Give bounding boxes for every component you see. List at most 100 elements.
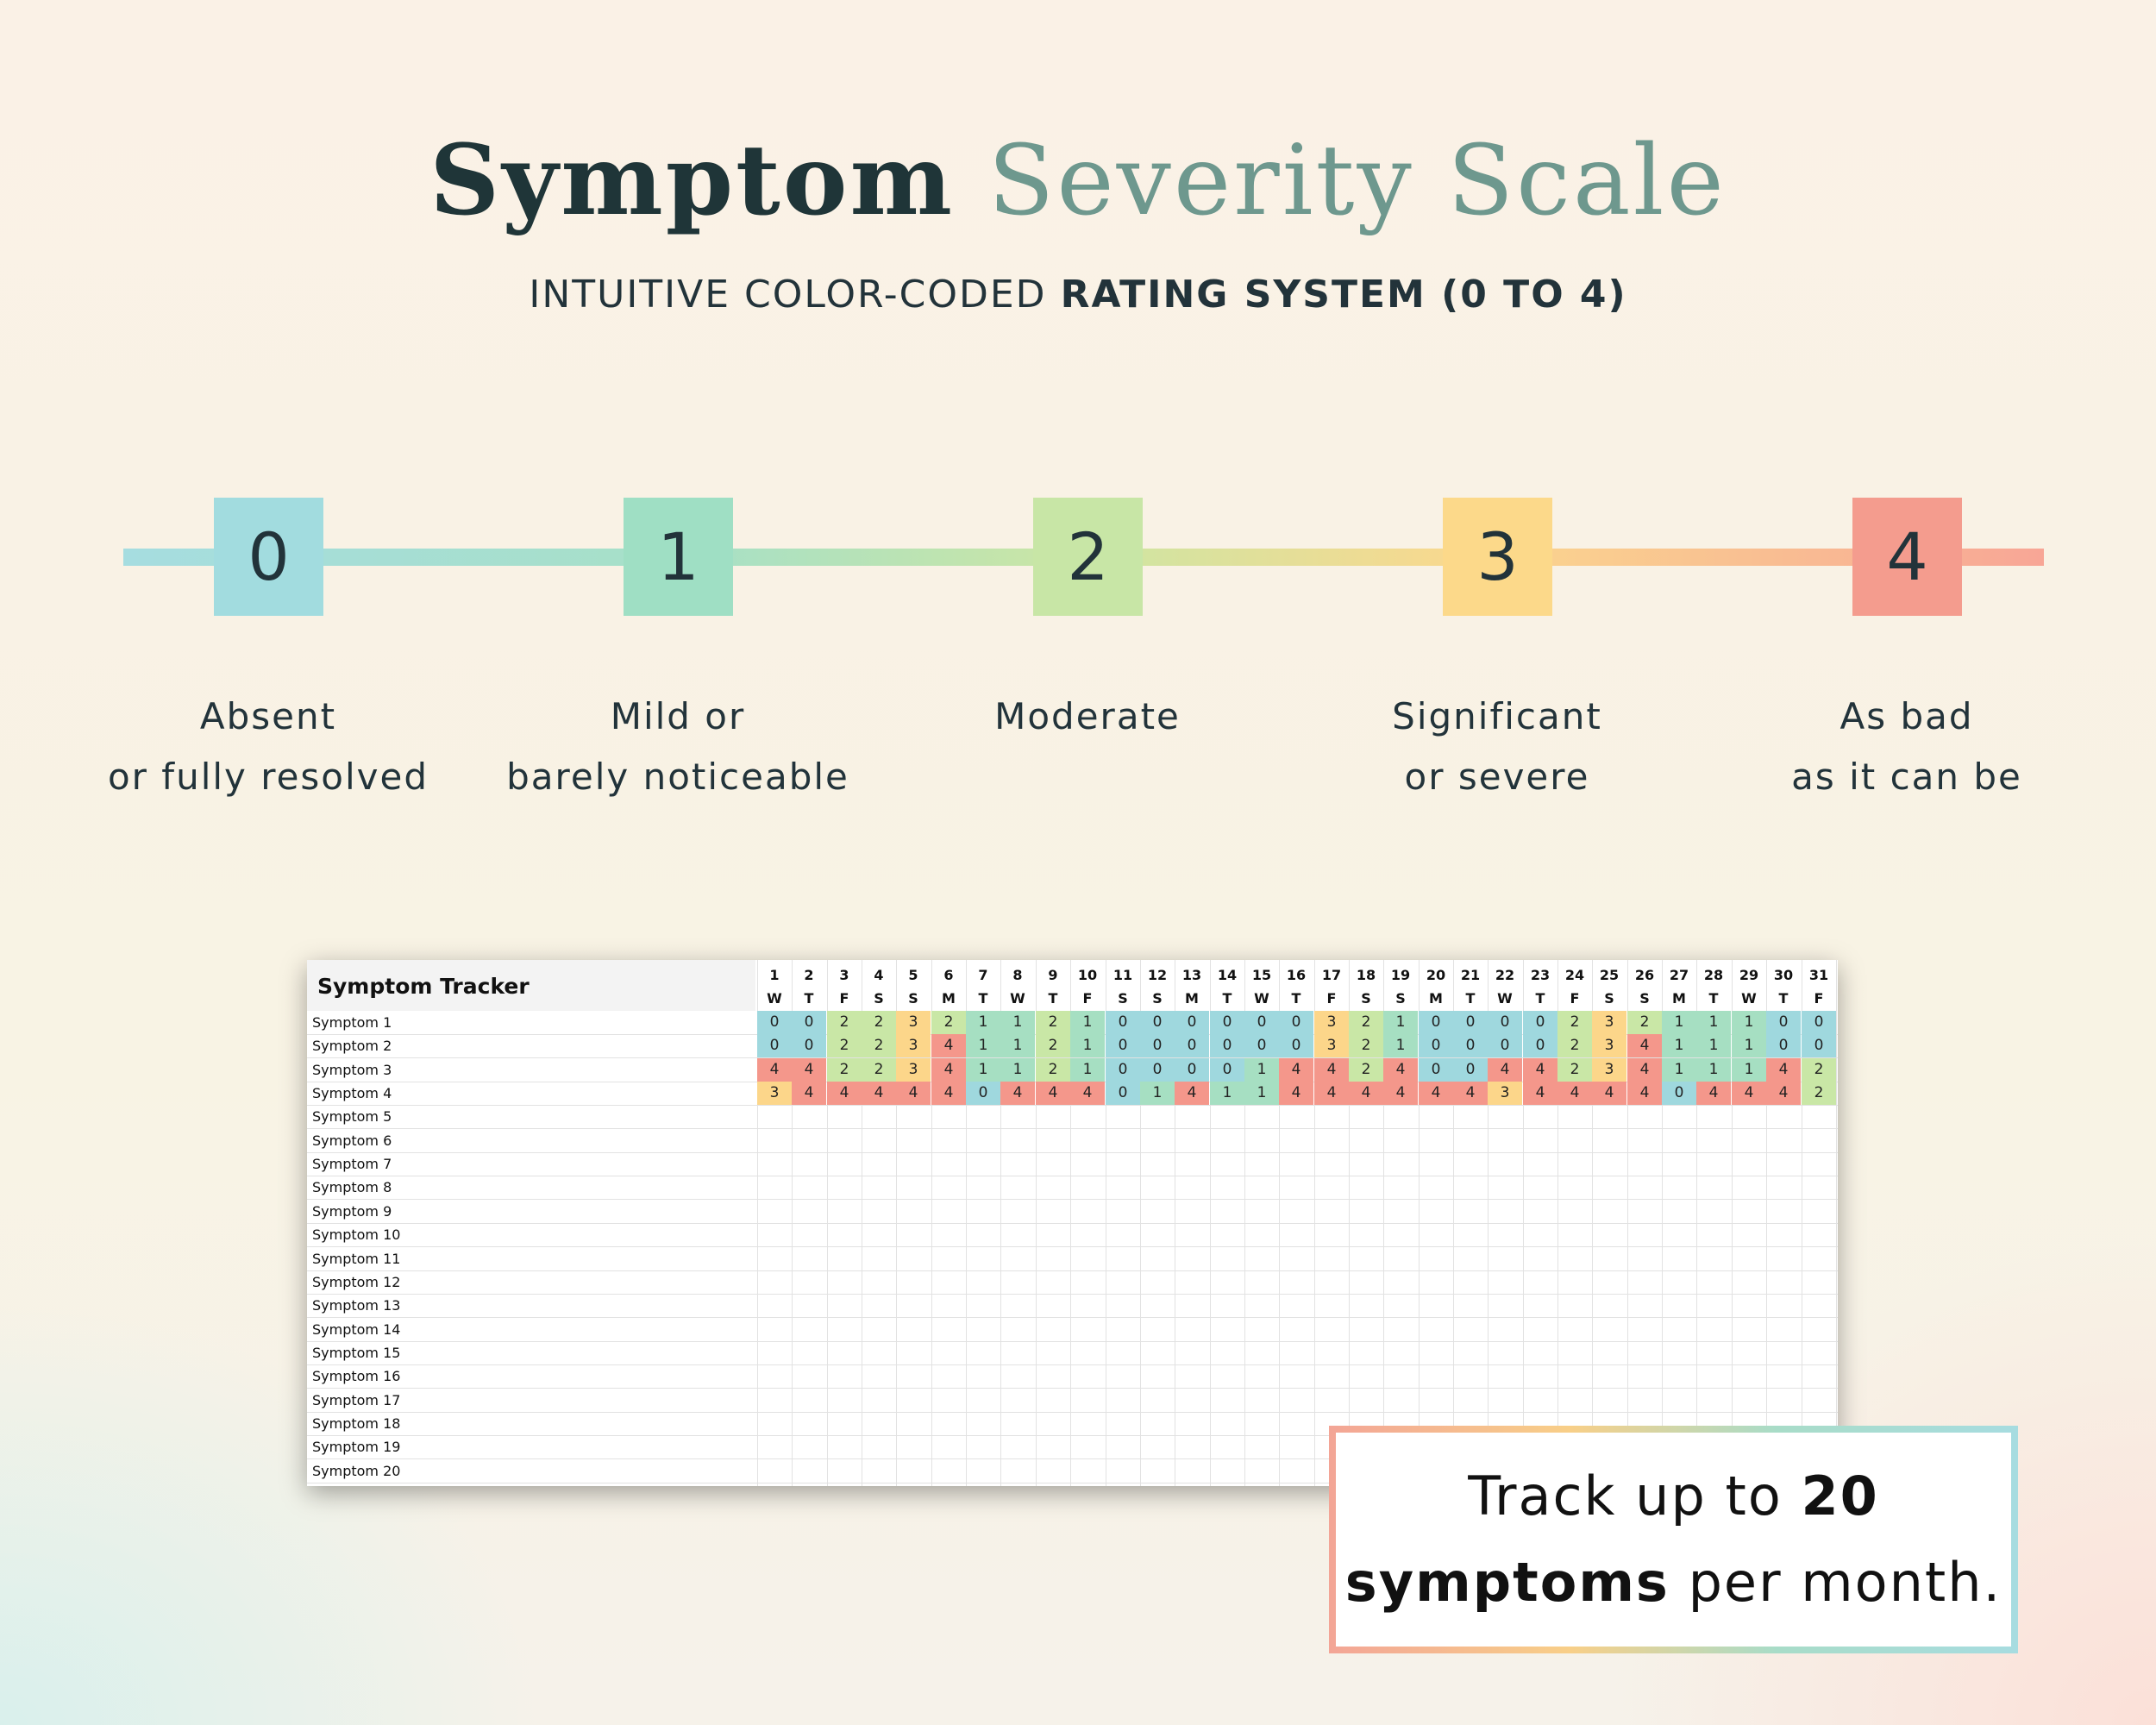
- symptom-row-label[interactable]: Symptom 1: [312, 1014, 392, 1031]
- rating-cell[interactable]: 0: [1662, 1082, 1696, 1105]
- symptom-row-label[interactable]: Symptom 19: [312, 1439, 401, 1455]
- rating-cell[interactable]: 3: [757, 1082, 792, 1105]
- rating-cell[interactable]: 4: [1696, 1082, 1731, 1105]
- rating-cell[interactable]: 4: [931, 1058, 966, 1082]
- rating-cell[interactable]: 0: [1210, 1058, 1244, 1082]
- rating-cell[interactable]: 3: [1592, 1034, 1626, 1057]
- rating-cell[interactable]: 0: [1244, 1011, 1279, 1034]
- rating-cell[interactable]: 0: [1419, 1058, 1453, 1082]
- rating-cell[interactable]: 2: [862, 1011, 896, 1034]
- symptom-row-label[interactable]: Symptom 15: [312, 1345, 401, 1361]
- rating-cell[interactable]: 3: [1488, 1082, 1522, 1105]
- rating-cell[interactable]: 4: [896, 1082, 931, 1105]
- rating-cell[interactable]: 1: [1696, 1058, 1731, 1082]
- rating-cell[interactable]: 1: [1244, 1058, 1279, 1082]
- rating-cell[interactable]: 0: [1106, 1082, 1140, 1105]
- rating-cell[interactable]: 3: [896, 1058, 931, 1082]
- rating-cell[interactable]: 2: [1036, 1034, 1070, 1057]
- symptom-row-label[interactable]: Symptom 16: [312, 1368, 401, 1384]
- rating-cell[interactable]: 3: [1314, 1011, 1349, 1034]
- rating-cell[interactable]: 0: [1140, 1011, 1175, 1034]
- rating-cell[interactable]: 2: [862, 1058, 896, 1082]
- rating-cell[interactable]: 4: [1523, 1082, 1557, 1105]
- rating-cell[interactable]: 4: [1279, 1082, 1313, 1105]
- rating-cell[interactable]: 1: [1662, 1058, 1696, 1082]
- rating-cell[interactable]: 0: [1802, 1011, 1836, 1034]
- rating-cell[interactable]: 1: [966, 1034, 1000, 1057]
- rating-cell[interactable]: 4: [1000, 1082, 1035, 1105]
- rating-cell[interactable]: 3: [896, 1034, 931, 1057]
- rating-cell[interactable]: 3: [1592, 1058, 1626, 1082]
- symptom-row-label[interactable]: Symptom 12: [312, 1274, 401, 1290]
- rating-cell[interactable]: 0: [1523, 1034, 1557, 1057]
- symptom-row-label[interactable]: Symptom 2: [312, 1038, 392, 1054]
- rating-cell[interactable]: 2: [1802, 1082, 1836, 1105]
- rating-cell[interactable]: 1: [1732, 1011, 1766, 1034]
- rating-cell[interactable]: 1: [1210, 1082, 1244, 1105]
- rating-cell[interactable]: 0: [1175, 1058, 1209, 1082]
- rating-cell[interactable]: 2: [1557, 1011, 1592, 1034]
- rating-cell[interactable]: 2: [1557, 1034, 1592, 1057]
- rating-cell[interactable]: 1: [1662, 1011, 1696, 1034]
- rating-cell[interactable]: 0: [1453, 1058, 1488, 1082]
- rating-cell[interactable]: 1: [966, 1058, 1000, 1082]
- rating-cell[interactable]: 2: [1349, 1011, 1383, 1034]
- rating-cell[interactable]: 1: [1662, 1034, 1696, 1057]
- rating-cell[interactable]: 4: [1523, 1058, 1557, 1082]
- rating-cell[interactable]: 3: [1592, 1011, 1626, 1034]
- symptom-row-label[interactable]: Symptom 18: [312, 1415, 401, 1432]
- rating-cell[interactable]: 1: [1696, 1011, 1731, 1034]
- rating-cell[interactable]: 4: [1383, 1082, 1418, 1105]
- rating-cell[interactable]: 0: [1802, 1034, 1836, 1057]
- symptom-row-label[interactable]: Symptom 11: [312, 1251, 401, 1267]
- symptom-row-label[interactable]: Symptom 8: [312, 1179, 392, 1195]
- rating-cell[interactable]: 0: [1766, 1011, 1801, 1034]
- rating-cell[interactable]: 0: [1279, 1034, 1313, 1057]
- rating-cell[interactable]: 0: [792, 1034, 826, 1057]
- rating-cell[interactable]: 1: [1140, 1082, 1175, 1105]
- rating-cell[interactable]: 0: [1106, 1011, 1140, 1034]
- rating-cell[interactable]: 1: [1244, 1082, 1279, 1105]
- rating-cell[interactable]: 4: [1627, 1034, 1662, 1057]
- rating-cell[interactable]: 0: [1766, 1034, 1801, 1057]
- symptom-row-label[interactable]: Symptom 17: [312, 1392, 401, 1408]
- rating-cell[interactable]: 1: [1070, 1058, 1105, 1082]
- rating-cell[interactable]: 4: [757, 1058, 792, 1082]
- rating-cell[interactable]: 3: [896, 1011, 931, 1034]
- rating-cell[interactable]: 2: [1349, 1058, 1383, 1082]
- rating-cell[interactable]: 4: [1488, 1058, 1522, 1082]
- rating-cell[interactable]: 4: [1732, 1082, 1766, 1105]
- rating-cell[interactable]: 0: [966, 1082, 1000, 1105]
- rating-cell[interactable]: 0: [757, 1034, 792, 1057]
- rating-cell[interactable]: 4: [1766, 1082, 1801, 1105]
- rating-cell[interactable]: 2: [1557, 1058, 1592, 1082]
- rating-cell[interactable]: 0: [1453, 1011, 1488, 1034]
- rating-cell[interactable]: 4: [931, 1034, 966, 1057]
- rating-cell[interactable]: 4: [1279, 1058, 1313, 1082]
- rating-cell[interactable]: 2: [1349, 1034, 1383, 1057]
- rating-cell[interactable]: 0: [792, 1011, 826, 1034]
- rating-cell[interactable]: 0: [1419, 1034, 1453, 1057]
- rating-cell[interactable]: 1: [1070, 1034, 1105, 1057]
- symptom-row-label[interactable]: Symptom 20: [312, 1463, 401, 1479]
- rating-cell[interactable]: 0: [757, 1011, 792, 1034]
- rating-cell[interactable]: 0: [1140, 1058, 1175, 1082]
- rating-cell[interactable]: 0: [1419, 1011, 1453, 1034]
- rating-cell[interactable]: 4: [1592, 1082, 1626, 1105]
- rating-cell[interactable]: 4: [1627, 1082, 1662, 1105]
- rating-cell[interactable]: 4: [862, 1082, 896, 1105]
- rating-cell[interactable]: 1: [1383, 1011, 1418, 1034]
- rating-cell[interactable]: 4: [1383, 1058, 1418, 1082]
- rating-cell[interactable]: 4: [1419, 1082, 1453, 1105]
- rating-cell[interactable]: 2: [1627, 1011, 1662, 1034]
- rating-cell[interactable]: 4: [792, 1058, 826, 1082]
- rating-cell[interactable]: 4: [1036, 1082, 1070, 1105]
- rating-cell[interactable]: 0: [1488, 1034, 1522, 1057]
- rating-cell[interactable]: 2: [1802, 1058, 1836, 1082]
- rating-cell[interactable]: 0: [1106, 1058, 1140, 1082]
- rating-cell[interactable]: 1: [1000, 1011, 1035, 1034]
- rating-cell[interactable]: 2: [827, 1058, 862, 1082]
- rating-cell[interactable]: 0: [1523, 1011, 1557, 1034]
- rating-cell[interactable]: 4: [1453, 1082, 1488, 1105]
- symptom-row-label[interactable]: Symptom 6: [312, 1132, 392, 1149]
